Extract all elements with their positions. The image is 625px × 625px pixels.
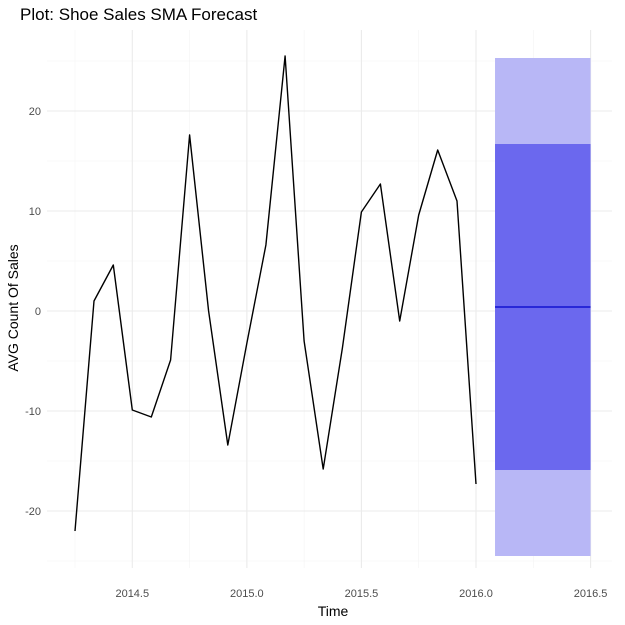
- x-tick-label: 2015.5: [345, 588, 379, 600]
- x-tick-label: 2015.0: [230, 588, 264, 600]
- forecast-bands: [495, 58, 591, 556]
- series-line: [74, 55, 477, 532]
- y-tick-label: -10: [25, 406, 41, 418]
- y-axis-ticks: -20 -10 0 10 20: [25, 106, 41, 518]
- x-axis-title: Time: [318, 603, 349, 619]
- grid: [47, 30, 612, 568]
- y-tick-label: 20: [29, 106, 41, 118]
- x-tick-label: 2016.0: [459, 588, 493, 600]
- x-tick-label: 2014.5: [115, 588, 149, 600]
- chart-title: Plot: Shoe Sales SMA Forecast: [20, 5, 257, 24]
- x-tick-label: 2016.5: [574, 588, 608, 600]
- y-tick-label: 0: [35, 306, 41, 318]
- y-tick-label: 10: [29, 206, 41, 218]
- series-layer: [74, 55, 477, 532]
- x-axis-ticks: 2014.5 2015.0 2015.5 2016.0 2016.5: [115, 588, 607, 600]
- y-axis-title: AVG Count Of Sales: [5, 244, 21, 371]
- y-tick-label: -20: [25, 506, 41, 518]
